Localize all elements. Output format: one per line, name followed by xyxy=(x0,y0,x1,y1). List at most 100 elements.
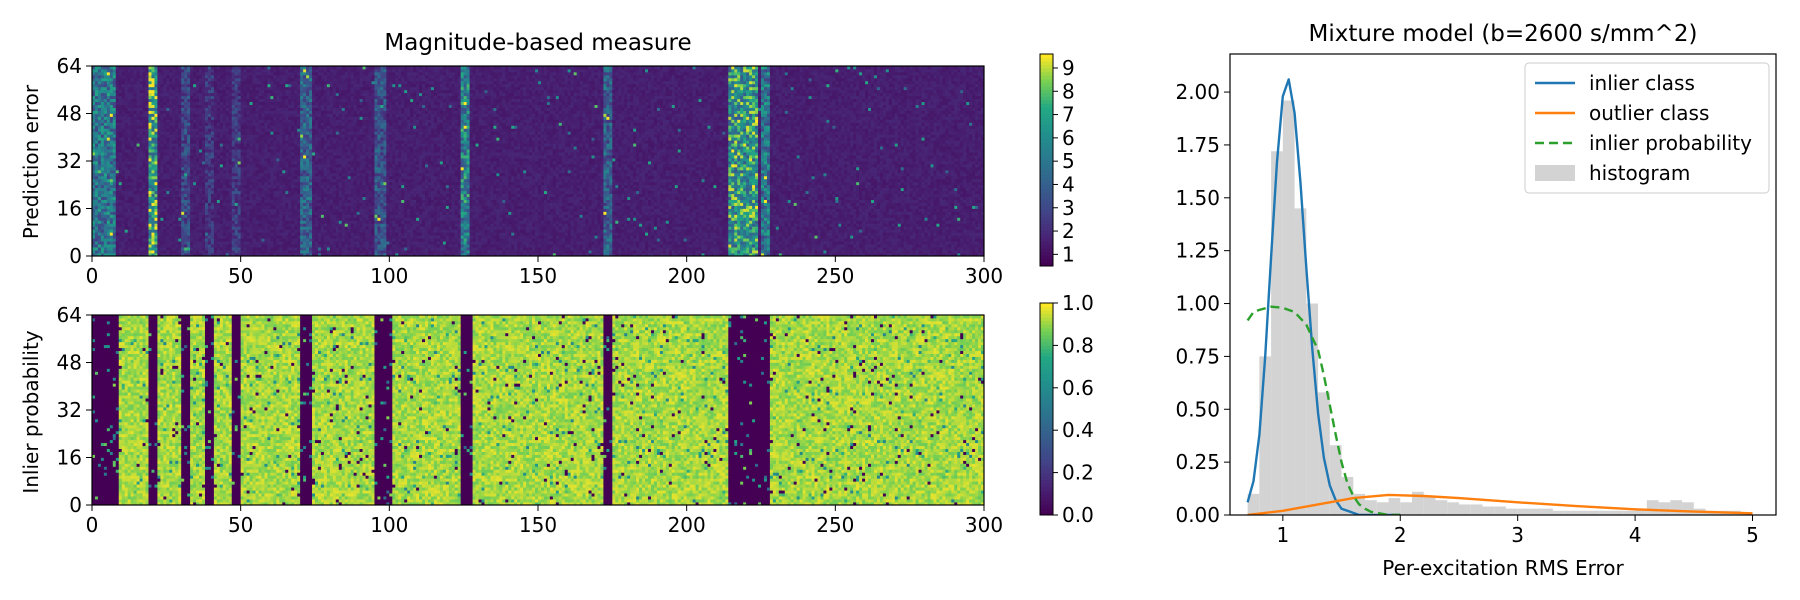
heatmap-cell xyxy=(104,75,107,78)
heatmap-cell xyxy=(122,214,125,217)
heatmap-cell xyxy=(125,93,128,96)
heatmap-cell xyxy=(98,167,101,170)
heatmap-cell xyxy=(125,90,128,93)
heatmap-cell xyxy=(128,223,131,226)
heatmap-cell xyxy=(107,105,110,108)
heatmap-cell xyxy=(95,134,98,137)
heatmap-cell xyxy=(119,232,122,235)
heatmap-cell xyxy=(119,244,122,247)
heatmap-cell xyxy=(101,220,104,223)
heatmap-cell xyxy=(110,81,113,84)
heatmap-cell xyxy=(104,78,107,81)
heatmap-cell xyxy=(128,226,131,229)
heatmap-cell xyxy=(110,119,113,122)
heatmap-cell xyxy=(95,197,98,200)
heatmap-cell xyxy=(116,232,119,235)
heatmap-cell xyxy=(116,96,119,99)
heatmap-cell xyxy=(125,170,128,173)
heatmap-cell xyxy=(113,170,116,173)
heatmap-cell xyxy=(131,191,134,194)
heatmap-cell xyxy=(107,90,110,93)
heatmap-cell xyxy=(128,176,131,179)
heatmap-cell xyxy=(119,131,122,134)
heatmap-cell xyxy=(104,217,107,220)
heatmap-cell xyxy=(119,176,122,179)
heatmap-cell xyxy=(119,143,122,146)
heatmap-cell xyxy=(95,158,98,161)
heatmap-cell xyxy=(116,155,119,158)
heatmap-cell xyxy=(113,161,116,164)
heatmap-cell xyxy=(131,203,134,206)
heatmap-cell xyxy=(95,99,98,102)
heatmap-cell xyxy=(128,69,131,72)
heatmap-cell xyxy=(95,203,98,206)
heatmap-cell xyxy=(101,87,104,90)
heatmap-cell xyxy=(122,125,125,128)
heatmap-cell xyxy=(119,105,122,108)
heatmap-cell xyxy=(113,87,116,90)
heatmap-cell xyxy=(116,235,119,238)
heatmap-cell xyxy=(104,185,107,188)
heatmap-cell xyxy=(110,134,113,137)
heatmap-cell xyxy=(104,155,107,158)
heatmap-cell xyxy=(131,140,134,143)
heatmap-cell xyxy=(113,173,116,176)
heatmap-cell xyxy=(131,134,134,137)
heatmap-cell xyxy=(128,241,131,244)
heatmap-cell xyxy=(101,108,104,111)
heatmap-cell xyxy=(101,232,104,235)
heatmap-cell xyxy=(107,122,110,125)
heatmap-cell xyxy=(104,209,107,212)
heatmap-cell xyxy=(95,75,98,78)
heatmap-cell xyxy=(125,75,128,78)
heatmap-cell xyxy=(98,223,101,226)
heatmap-cell xyxy=(131,244,134,247)
heatmap-cell xyxy=(125,182,128,185)
heatmap-cell xyxy=(116,93,119,96)
heatmap-cell xyxy=(131,206,134,209)
heatmap-cell xyxy=(107,232,110,235)
heatmap-cell xyxy=(125,78,128,81)
heatmap-cell xyxy=(113,99,116,102)
heatmap-cell xyxy=(95,116,98,119)
heatmap-cell xyxy=(116,185,119,188)
heatmap-cell xyxy=(98,84,101,87)
heatmap-cell xyxy=(119,122,122,125)
heatmap-cell xyxy=(131,232,134,235)
heatmap-cell xyxy=(95,69,98,72)
heatmap-cell xyxy=(116,125,119,128)
heatmap-cell xyxy=(131,149,134,152)
heatmap-cell xyxy=(95,155,98,158)
heatmap-cell xyxy=(110,152,113,155)
heatmap-cell xyxy=(119,93,122,96)
heatmap-cell xyxy=(122,194,125,197)
heatmap-cell xyxy=(107,128,110,131)
heatmap-cell xyxy=(113,223,116,226)
heatmap-cell xyxy=(107,223,110,226)
heatmap-cell xyxy=(107,137,110,140)
heatmap-cell xyxy=(110,197,113,200)
heatmap-cell xyxy=(116,211,119,214)
heatmap-cell xyxy=(95,87,98,90)
heatmap-cell xyxy=(107,250,110,253)
heatmap-cell xyxy=(125,226,128,229)
heatmap-cell xyxy=(104,87,107,90)
heatmap-cell xyxy=(128,137,131,140)
heatmap-cell xyxy=(116,238,119,241)
heatmap-cell xyxy=(125,125,128,128)
heatmap-cell xyxy=(119,78,122,81)
heatmap-cell xyxy=(104,238,107,241)
heatmap-cell xyxy=(101,203,104,206)
heatmap-cell xyxy=(122,84,125,87)
heatmap-cell xyxy=(110,214,113,217)
heatmap-cell xyxy=(101,140,104,143)
heatmap-cell xyxy=(122,238,125,241)
magnitude-heatmap-cells xyxy=(92,66,984,256)
heatmap-cell xyxy=(95,114,98,117)
heatmap-cell xyxy=(98,131,101,134)
heatmap-cell xyxy=(116,241,119,244)
heatmap-cell xyxy=(107,155,110,158)
heatmap-cell xyxy=(131,247,134,250)
heatmap-cell xyxy=(116,78,119,81)
heatmap-cell xyxy=(98,203,101,206)
